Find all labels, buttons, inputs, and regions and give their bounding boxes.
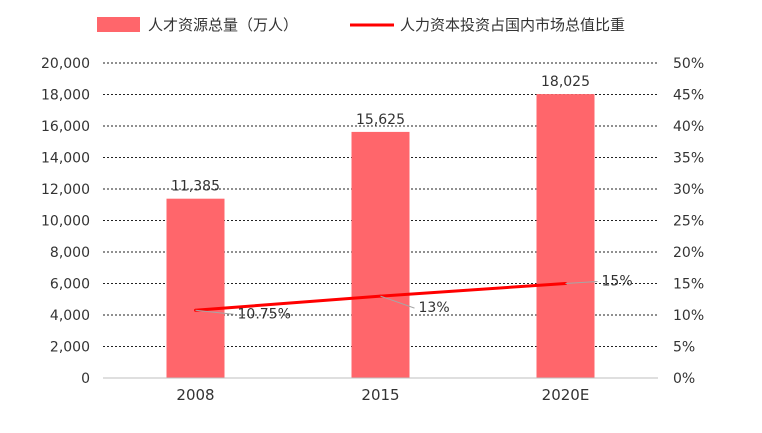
- bar-series: [166, 94, 595, 378]
- line-label-leader: [380, 295, 415, 309]
- legend-label-bar: 人才资源总量（万人）: [148, 16, 298, 34]
- left-y-axis: 0 2,000 4,000 6,000 8,000 10,000 12,000 14,000 1…: [41, 56, 90, 387]
- legend-swatch-bar: [97, 17, 140, 32]
- y-left-tick-label: 2,000: [50, 340, 90, 356]
- line-data-label: 13%: [419, 300, 450, 316]
- y-right-tick-label: 40%: [673, 119, 704, 135]
- y-right-tick-label: 35%: [673, 151, 704, 167]
- y-right-tick-label: 30%: [673, 182, 704, 198]
- line-label-leader: [195, 309, 234, 315]
- y-left-tick-label: 8,000: [50, 245, 90, 261]
- line-data-label: 10.75%: [238, 306, 291, 322]
- bar-2020E: [536, 94, 595, 378]
- y-left-tick-label: 6,000: [50, 277, 90, 293]
- line-label-leader: [565, 281, 598, 284]
- x-axis: 2008 2015 2020E: [103, 377, 658, 404]
- y-right-tick-label: 50%: [673, 56, 704, 72]
- x-tick-label: 2015: [361, 386, 399, 404]
- y-right-tick-label: 5%: [673, 340, 695, 356]
- x-tick-label: 2008: [176, 386, 214, 404]
- y-right-tick-label: 25%: [673, 214, 704, 230]
- y-right-tick-label: 45%: [673, 88, 704, 104]
- bar-2008: [166, 198, 225, 378]
- bar-data-label: 18,025: [541, 74, 590, 90]
- right-y-axis: 0% 5% 10% 15% 20% 25% 30% 35% 40% 45% 50%: [673, 56, 704, 387]
- legend: 人才资源总量（万人） 人力资本投资占国内市场总值比重: [97, 16, 625, 34]
- y-right-tick-label: 10%: [673, 308, 704, 324]
- y-left-tick-label: 4,000: [50, 308, 90, 324]
- y-left-tick-label: 10,000: [41, 214, 90, 230]
- y-right-tick-label: 20%: [673, 245, 704, 261]
- y-left-tick-label: 20,000: [41, 56, 90, 72]
- line-data-label: 15%: [602, 274, 633, 290]
- bar-2015: [351, 131, 410, 378]
- y-right-tick-label: 15%: [673, 277, 704, 293]
- legend-label-line: 人力资本投资占国内市场总值比重: [400, 16, 625, 34]
- y-left-tick-label: 18,000: [41, 88, 90, 104]
- y-left-tick-label: 14,000: [41, 151, 90, 167]
- x-tick-label: 2020E: [542, 386, 590, 404]
- y-left-tick-label: 16,000: [41, 119, 90, 135]
- bar-data-label: 11,385: [171, 179, 220, 195]
- bar-data-label: 15,625: [356, 112, 405, 128]
- y-left-tick-label: 0: [81, 371, 90, 387]
- y-left-tick-label: 12,000: [41, 182, 90, 198]
- y-right-tick-label: 0%: [673, 371, 695, 387]
- data-labels: 11,385 15,625 18,025 10.75% 13% 15%: [171, 74, 633, 322]
